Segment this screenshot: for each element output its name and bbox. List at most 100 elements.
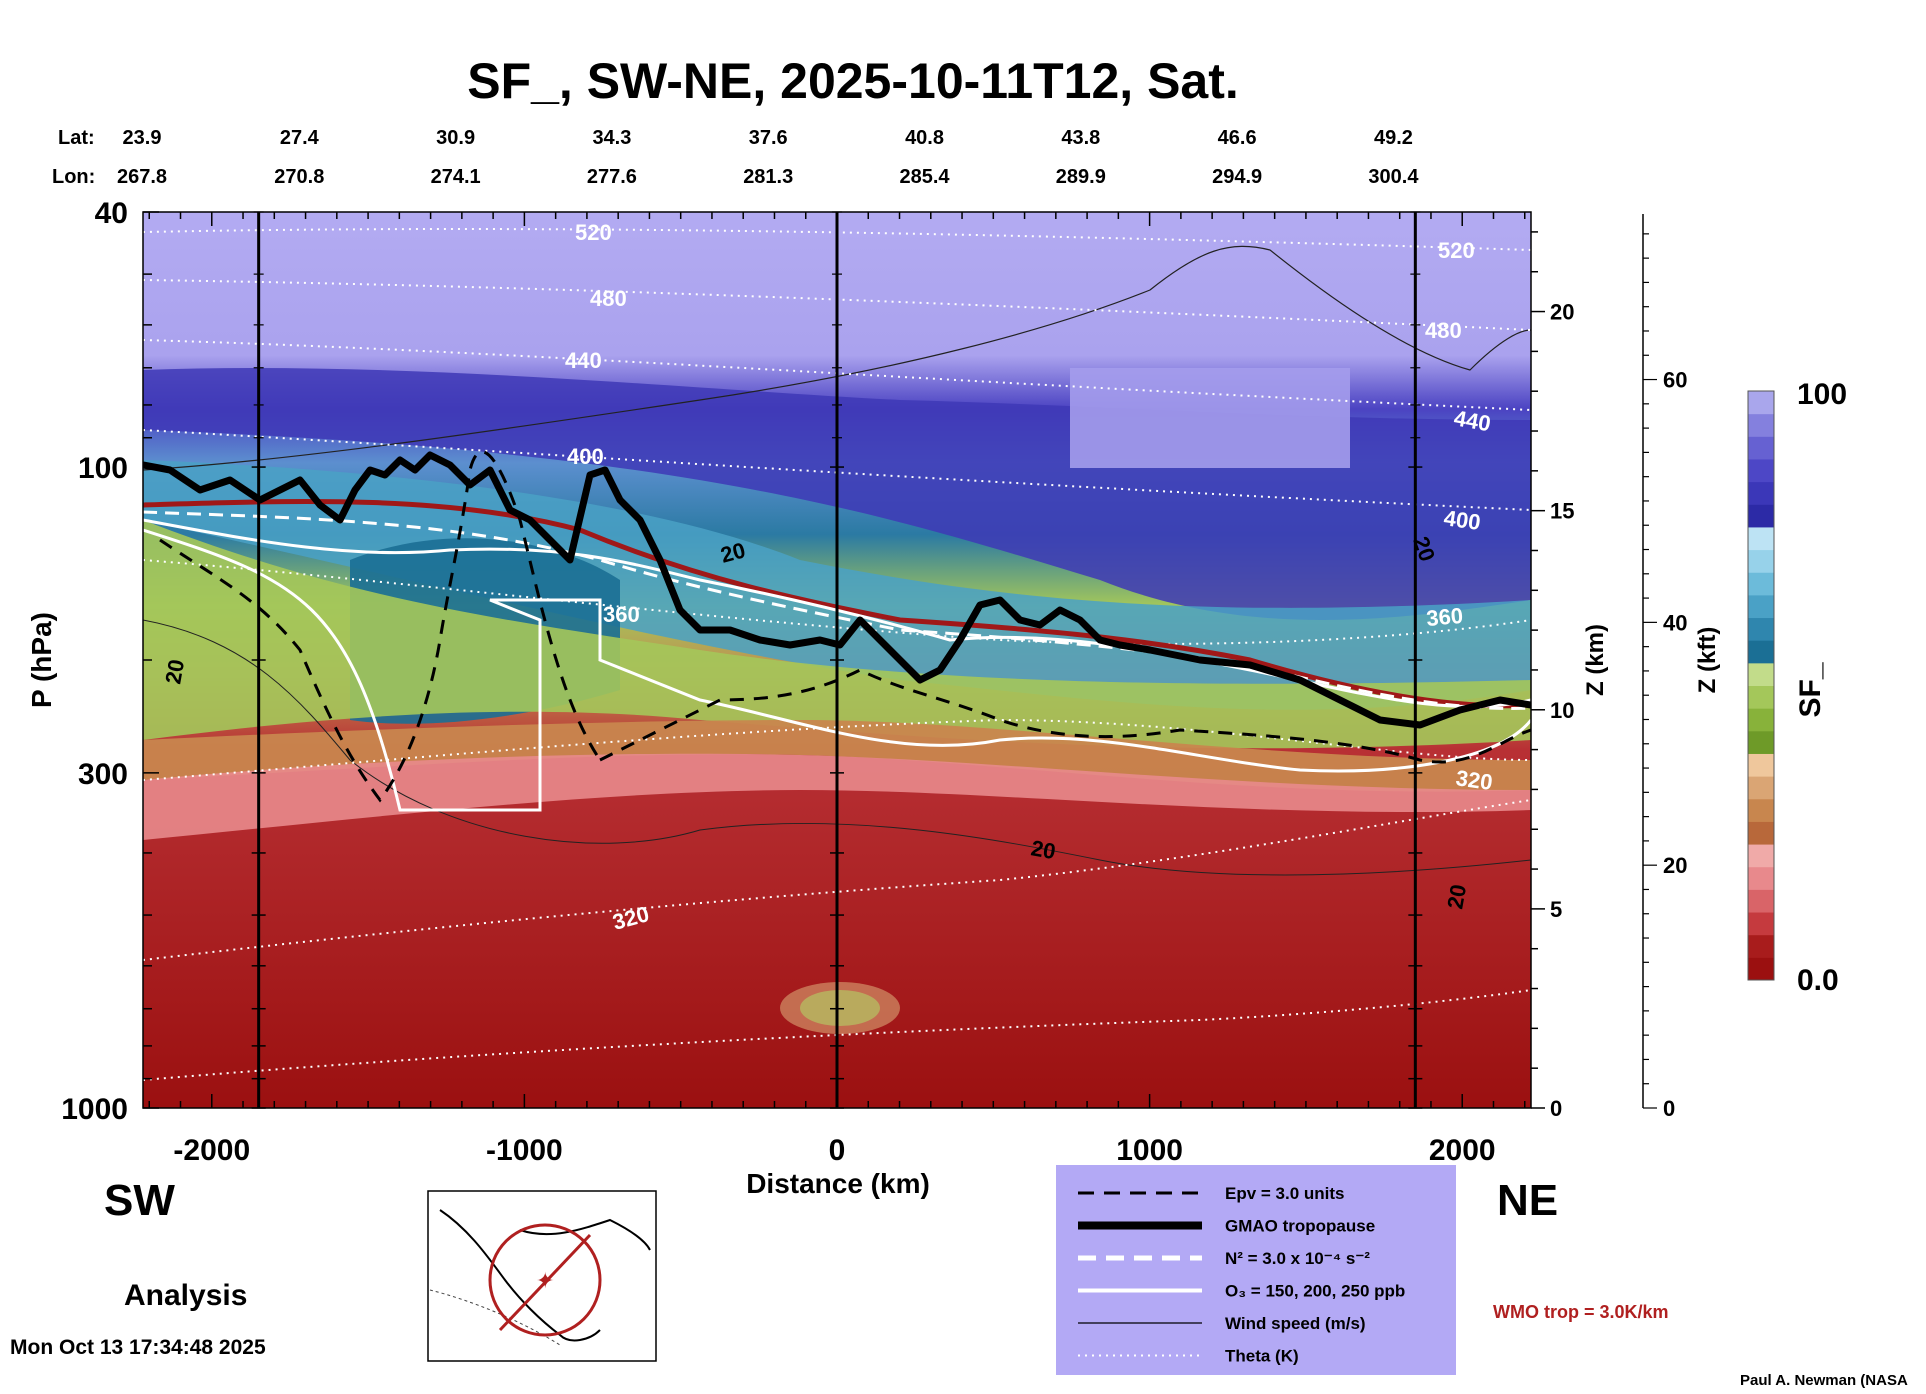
lon-value: 277.6: [587, 166, 637, 188]
wmo-trop-label: WMO trop = 3.0K/km: [1493, 1302, 1669, 1322]
lat-value: 40.8: [905, 127, 944, 149]
colorbar-swatch: [1748, 504, 1774, 528]
lon-value: 270.8: [274, 166, 324, 188]
theta-520: [143, 228, 1531, 251]
inset-section-line: [498, 1233, 592, 1332]
colorbar-swatch: [1748, 662, 1774, 686]
colorbar-swatch: [1748, 708, 1774, 732]
colorbar-swatch: [1748, 753, 1774, 777]
theta-label: 520: [1438, 238, 1475, 263]
x-tick-label: 2000: [1429, 1134, 1496, 1167]
y-tick-label: 100: [78, 452, 128, 485]
x-tick-label: -2000: [173, 1134, 250, 1167]
theta-label: 360: [1425, 603, 1464, 631]
colorbar-swatch: [1748, 413, 1774, 437]
inset-coastline: [519, 1218, 651, 1251]
lat-lon-row: 23.9 267.8 27.4 270.8 30.9 274.1 34.3 277.6 37.6…: [117, 127, 1419, 188]
colorbar-swatch: [1748, 798, 1774, 822]
theta-label: 440: [565, 348, 602, 373]
colorbar-swatch: [1748, 391, 1774, 415]
colorbar-swatch: [1748, 526, 1774, 551]
wind-label: 20: [160, 657, 189, 685]
lon-value: 294.9: [1212, 166, 1262, 188]
y-axis-title: P (hPa): [26, 612, 57, 708]
y-axis-z-km: 0 5 10 15 20: [1531, 231, 1574, 1121]
wind-contour-upper: [143, 245, 1531, 471]
light-purple-block: [1070, 368, 1350, 468]
inset-gridline: [429, 1289, 561, 1346]
lat-value: 49.2: [1374, 127, 1413, 149]
wind-label: 20: [1442, 882, 1471, 910]
colorbar-swatch: [1748, 436, 1774, 460]
colorbar-swatch: [1748, 934, 1774, 958]
colorbar-swatch: [1748, 594, 1774, 619]
wind-contour-mid: [143, 619, 1531, 876]
lat-value: 34.3: [592, 127, 631, 149]
lon-value: 285.4: [900, 166, 951, 188]
y-tick-label: 40: [95, 197, 128, 230]
inset-map-frame: [427, 1190, 657, 1362]
pink-band: [143, 753, 1531, 840]
z-tick-label: 20: [1550, 300, 1574, 325]
x-tick-label: 0: [829, 1134, 846, 1167]
kft-tick-label: 0: [1663, 1096, 1675, 1121]
theta-labels: 520 480 440 400 360 320 320 520 480 440 …: [565, 220, 1494, 935]
inset-map: ✦: [427, 1190, 657, 1362]
colorbar-swatch: [1748, 821, 1774, 845]
colorbar-min-label: 0.0: [1797, 964, 1839, 997]
theta-480: [143, 279, 1531, 331]
chart-title: SF_, SW-NE, 2025-10-11T12, Sat.: [467, 53, 1239, 109]
z-tick-label: 0: [1550, 1096, 1562, 1121]
colorbar-swatch: [1748, 572, 1774, 596]
n2-contour: [143, 510, 1531, 710]
y-axis-pressure: 40 100 300 1000: [61, 197, 159, 1126]
z-km-axis-title: Z (km): [1582, 624, 1609, 696]
theta-label: 480: [1425, 318, 1462, 343]
theta-360: [143, 559, 1531, 645]
lon-value: 289.9: [1056, 166, 1106, 188]
credit: Paul A. Newman (NASA: [1740, 1372, 1908, 1389]
lon-value: 274.1: [431, 166, 481, 188]
ne-label: NE: [1497, 1176, 1558, 1225]
lat-value: 37.6: [749, 127, 788, 149]
colorbar-frame: [1747, 390, 1775, 981]
colorbar-swatch: [1748, 617, 1774, 641]
theta-label: 320: [1454, 765, 1494, 795]
y-tick-label: 300: [78, 758, 128, 791]
green-band: [143, 520, 1531, 749]
colorbar-swatch: [1748, 685, 1774, 709]
colorbar-swatch: [1748, 889, 1774, 913]
legend-label: GMAO tropopause: [1225, 1217, 1375, 1236]
z-tick-label: 15: [1550, 499, 1574, 524]
colorbar-swatch: [1748, 776, 1774, 800]
theta-label: 480: [590, 286, 627, 311]
colorbar-max-label: 100: [1797, 378, 1847, 411]
lon-value: 300.4: [1368, 166, 1419, 188]
wmo-tropopause-line: [143, 498, 1531, 709]
colorbar: [1747, 390, 1775, 981]
z-kft-axis-title: Z (kft): [1694, 627, 1721, 694]
vertical-marker-lines: [251, 211, 1423, 1109]
lat-value: 27.4: [280, 127, 320, 149]
y-axis-z-kft: 0 20 40 60: [1642, 214, 1687, 1121]
z-tick-label: 5: [1550, 897, 1562, 922]
gmao-tropopause-line: [143, 451, 1531, 729]
lat-label: Lat:: [58, 127, 95, 149]
kft-tick-label: 20: [1663, 853, 1687, 878]
kft-tick-label: 40: [1663, 610, 1687, 635]
colorbar-swatch: [1748, 549, 1774, 573]
x-tick-label: 1000: [1116, 1134, 1183, 1167]
epv-contour-1: [159, 450, 602, 803]
x-axis-title: Distance (km): [746, 1168, 930, 1199]
lon-value: 267.8: [117, 166, 167, 188]
lat-value: 43.8: [1061, 127, 1100, 149]
legend-label: Epv = 3.0 units: [1225, 1184, 1345, 1203]
theta-label: 400: [1442, 505, 1482, 535]
colorbar-swatch: [1748, 730, 1774, 754]
sw-label: SW: [104, 1176, 175, 1225]
kft-tick-label: 60: [1663, 368, 1687, 393]
theta-label: 360: [603, 602, 640, 627]
colorbar-title: SF_: [1794, 662, 1827, 717]
lat-value: 30.9: [436, 127, 475, 149]
